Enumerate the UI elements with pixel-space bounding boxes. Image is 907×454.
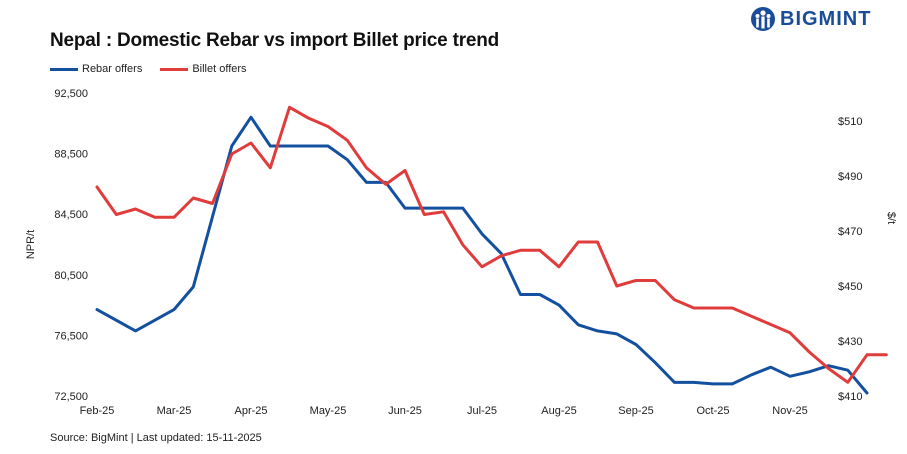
y2-tick-label: $410 [838,391,862,403]
x-tick-label: Sep-25 [618,405,653,417]
x-tick-label: Oct-25 [696,405,729,417]
legend-item-billet: Billet offers [160,63,247,75]
y2-tick-label: $470 [838,226,862,238]
y-tick-label: 72,500 [54,391,88,403]
legend-label-billet: Billet offers [192,63,247,75]
y-tick-label: 84,500 [54,209,88,221]
bigmint-logo-icon [751,7,775,31]
y-tick-label: 80,500 [54,270,88,282]
legend-item-rebar: Rebar offers [50,63,142,75]
y-axis-title: NPR/t [25,230,37,259]
y-tick-label: 76,500 [54,330,88,342]
y2-tick-label: $490 [838,171,862,183]
brand-name: BIGMINT [780,7,872,30]
x-tick-label: Mar-25 [157,405,192,417]
legend-label-rebar: Rebar offers [82,63,143,75]
legend-swatch-rebar [50,67,78,71]
y-tick-label: 92,500 [54,88,88,100]
series-line-rebar [95,115,869,395]
y-tick-label: 88,500 [54,149,88,161]
x-tick-label: Nov-25 [772,405,807,417]
source-note: Source: BigMint | Last updated: 15-11-20… [50,432,262,444]
y2-tick-label: $510 [838,116,862,128]
chart-legend: Rebar offers Billet offers [50,63,265,75]
x-tick-label: May-25 [310,405,347,417]
x-tick-label: Feb-25 [80,405,115,417]
y2-tick-label: $450 [838,281,862,293]
y2-axis-title: $/t [885,212,897,224]
x-tick-label: Apr-25 [234,405,267,417]
chart-title: Nepal : Domestic Rebar vs import Billet … [50,30,500,51]
x-tick-label: Aug-25 [541,405,576,417]
brand-logo: BIGMINT [750,6,871,32]
x-tick-label: Jun-25 [388,405,422,417]
x-tick-label: Jul-25 [467,405,497,417]
series-line-billet [95,105,888,384]
y2-tick-label: $430 [838,336,862,348]
legend-swatch-billet [160,67,189,71]
